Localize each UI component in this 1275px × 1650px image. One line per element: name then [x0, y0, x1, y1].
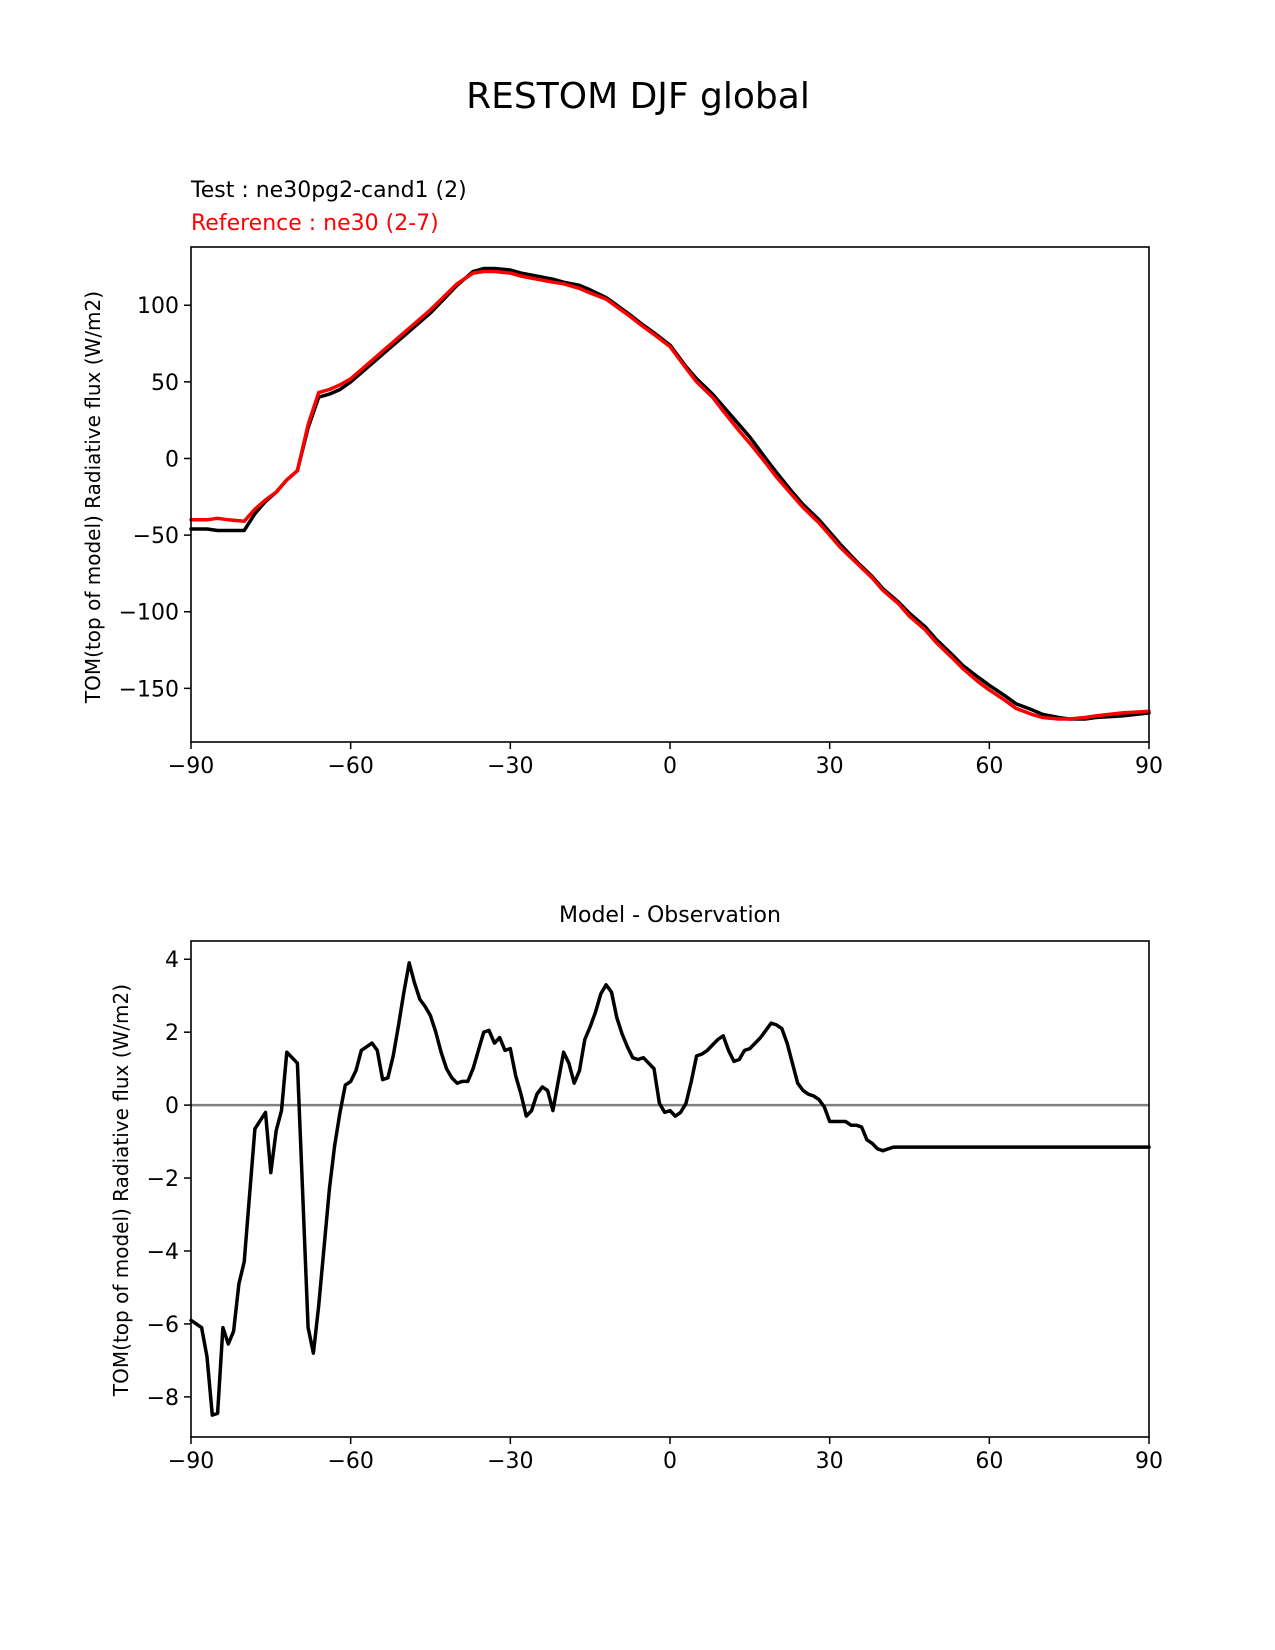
y-tick-label-0: 0: [165, 447, 179, 472]
x-tick-label-0: 0: [663, 754, 677, 779]
x-tick-label-0: −90: [168, 754, 214, 779]
x-tick-label-1: −30: [487, 1449, 533, 1474]
x-tick-label-1: 30: [816, 1449, 844, 1474]
y-tick-label-1: −2: [147, 1167, 179, 1192]
reference-label: Reference : ne30 (2-7): [191, 211, 439, 236]
x-tick-label-1: −90: [168, 1449, 214, 1474]
y-tick-label-0: −150: [119, 677, 179, 702]
y-tick-label-1: −4: [147, 1240, 179, 1265]
y-tick-label-1: −6: [147, 1313, 179, 1338]
y-tick-label-1: 4: [165, 948, 179, 973]
panel-top-chart: −90 −60 −30 0 30 60 90 −150 −100 −50 0 50 100: [119, 246, 1163, 779]
test-label: Test : ne30pg2-cand1 (2): [190, 178, 467, 203]
y-tick-label-1: 2: [165, 1021, 179, 1046]
x-tick-label-0: −60: [327, 754, 373, 779]
y-tick-label-1: 0: [165, 1094, 179, 1119]
y-tick-label-0: 100: [137, 294, 179, 319]
series-line-1-0: [189, 961, 1151, 1417]
x-tick-label-1: 90: [1135, 1449, 1163, 1474]
y-tick-label-0: −50: [133, 524, 179, 549]
figure-title: RESTOM DJF global: [466, 76, 810, 117]
panel1-ylabel: TOM(top of model) Radiative flux (W/m2): [81, 291, 105, 704]
y-tick-label-1: −8: [147, 1386, 179, 1411]
x-tick-label-0: 90: [1135, 754, 1163, 779]
x-tick-label-1: −60: [327, 1449, 373, 1474]
plot-frame-1: [190, 940, 1150, 1438]
x-tick-label-0: 60: [975, 754, 1003, 779]
x-tick-label-0: −30: [487, 754, 533, 779]
x-tick-label-0: 30: [816, 754, 844, 779]
plot-frame-0: [190, 246, 1150, 743]
y-tick-label-0: 50: [151, 371, 179, 396]
y-tick-label-0: −100: [119, 601, 179, 626]
x-tick-label-1: 60: [975, 1449, 1003, 1474]
panel2-ylabel: TOM(top of model) Radiative flux (W/m2): [109, 984, 133, 1397]
series-line-0-1: [189, 269, 1151, 721]
panel2-title: Model - Observation: [559, 903, 781, 928]
panel-bottom-chart: −90 −60 −30 0 30 60 90 −8 −6 −4 −2 0 2 4: [147, 940, 1163, 1474]
series-line-0-0: [189, 266, 1151, 721]
x-tick-label-1: 0: [663, 1449, 677, 1474]
